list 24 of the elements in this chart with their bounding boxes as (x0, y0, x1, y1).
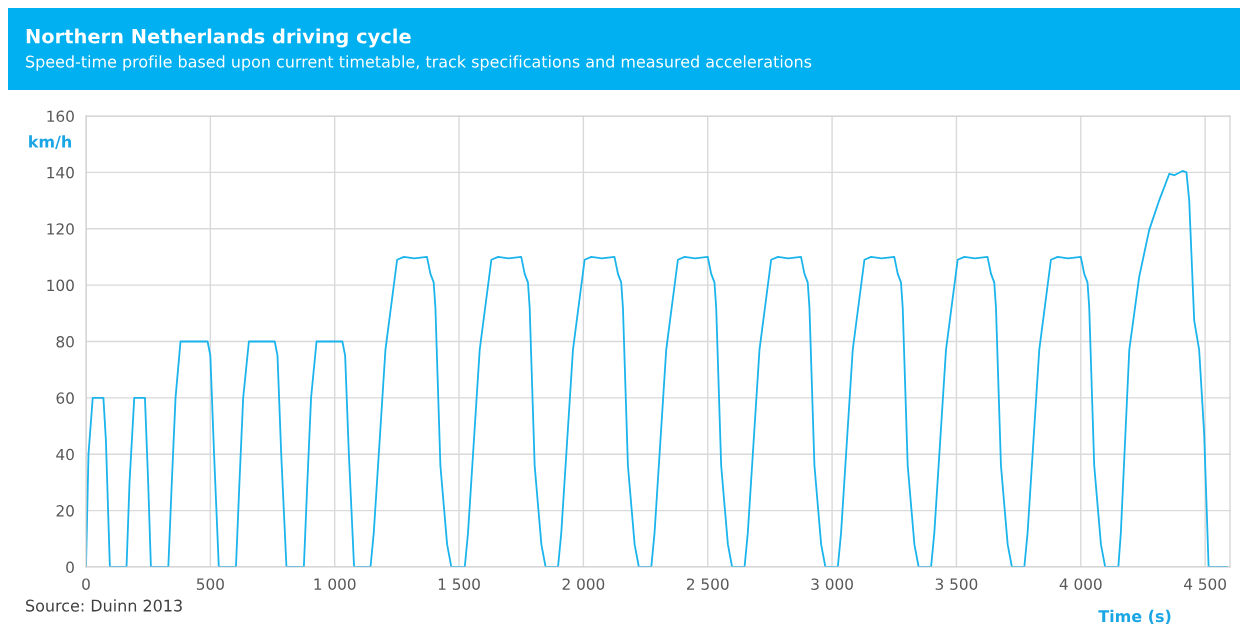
x-axis-title: Time (s) (1098, 609, 1171, 625)
chart-subtitle: Speed-time profile based upon current timetable, track specifications and measured accelerations (26, 55, 812, 71)
x-tick-label: 2 000 (562, 578, 605, 590)
y-tick-label: 160 (47, 110, 74, 123)
y-tick-label: 0 (66, 561, 74, 574)
y-tick-label: 100 (47, 279, 74, 292)
x-tick-label: 1 500 (438, 578, 480, 590)
x-tick-label: 4 500 (1184, 578, 1226, 590)
x-tick-label: 3 500 (935, 578, 978, 590)
x-tick-label: 500 (196, 578, 224, 590)
y-axis-title: km/h (29, 135, 72, 149)
x-tick-label: 1 000 (314, 578, 356, 590)
x-tick-label: 2 500 (686, 578, 729, 590)
chart-title: Northern Netherlands driving cycle (26, 28, 411, 48)
x-tick-label: 4 000 (1059, 578, 1102, 590)
x-tick-label: 0 (82, 578, 90, 590)
y-tick-label: 140 (47, 166, 74, 179)
y-tick-label: 120 (47, 223, 74, 235)
x-tick-label: 3 000 (811, 578, 853, 590)
y-tick-label: 20 (56, 505, 74, 517)
y-tick-label: 60 (56, 392, 74, 404)
y-tick-label: 80 (56, 335, 74, 348)
y-tick-label: 40 (56, 448, 74, 461)
source-note: Source: Duinn 2013 (26, 599, 182, 612)
